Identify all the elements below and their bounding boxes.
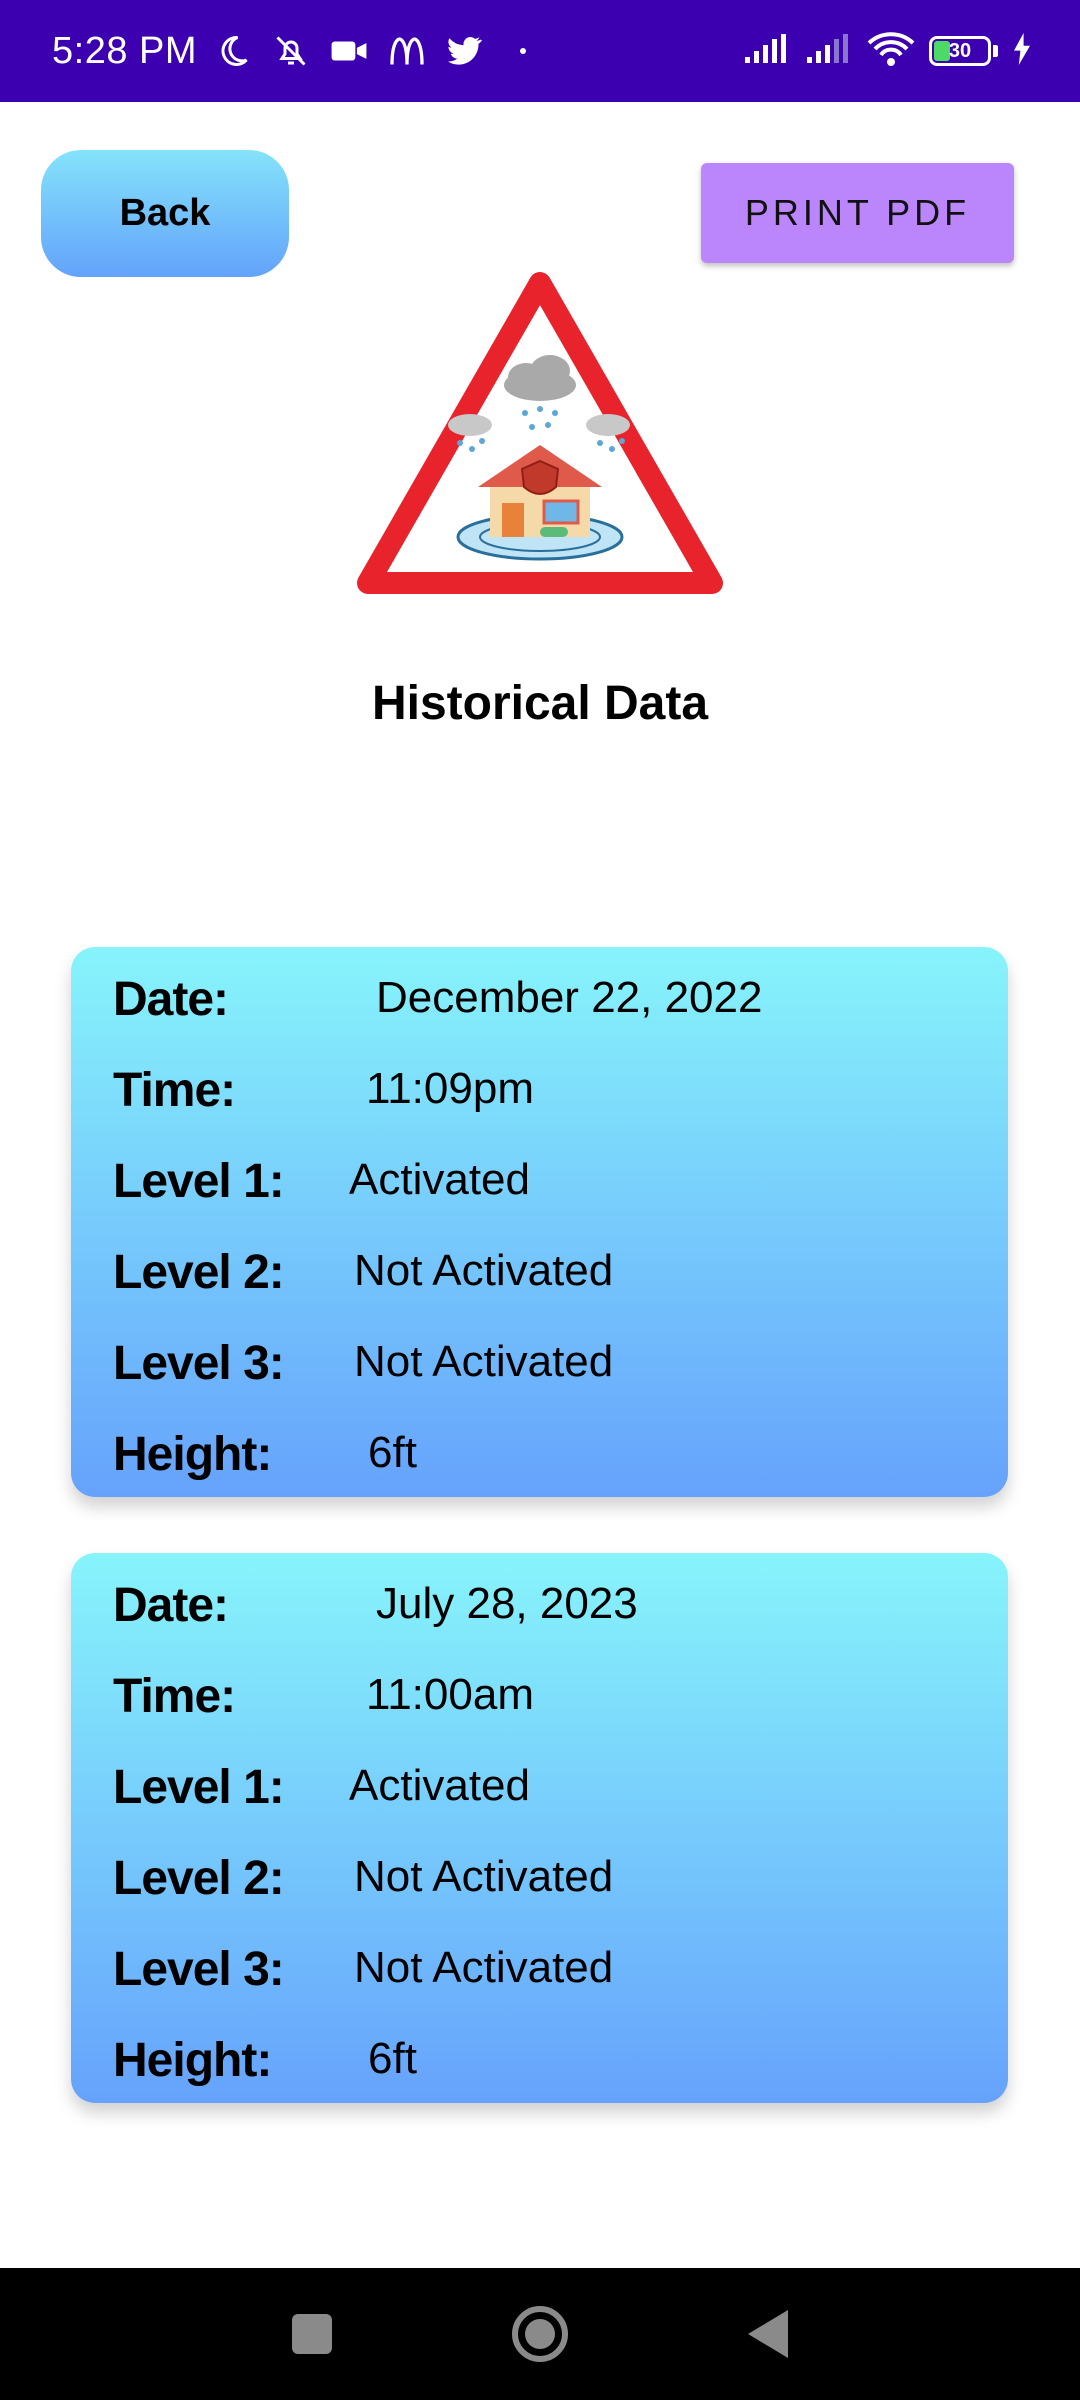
time-value: 11:09pm [366, 1064, 534, 1113]
date-row: Date: [113, 1575, 229, 1635]
level3-label: Level 3: [113, 1942, 285, 1996]
status-right: 30 [743, 31, 1032, 72]
record-card: Date: July 28, 2023 Time: 11:00am Level … [71, 1553, 1008, 2103]
system-nav-bar [0, 2268, 1080, 2400]
date-label: Date: [113, 1578, 229, 1632]
charging-icon [1012, 32, 1032, 70]
mcdonalds-icon [385, 29, 429, 73]
page-title: Historical Data [371, 677, 709, 730]
level1-label: Level 1: [113, 1154, 285, 1208]
height-row: Height: [113, 1424, 272, 1484]
level3-row: Level 3: [113, 1939, 285, 1999]
level3-value: Not Activated [354, 1943, 614, 1992]
dot-icon [501, 29, 545, 73]
level1-value: Activated [349, 1761, 530, 1810]
twitter-icon [443, 29, 487, 73]
status-bar: 5:28 PM 30 [0, 0, 1080, 102]
level3-label: Level 3: [113, 1336, 285, 1390]
status-left: 5:28 PM [52, 29, 545, 73]
height-label: Height: [113, 1427, 272, 1481]
height-row: Height: [113, 2030, 272, 2090]
height-label: Height: [113, 2033, 272, 2087]
home-button[interactable] [512, 2306, 568, 2362]
level2-row: Level 2: [113, 1848, 285, 1908]
print-pdf-button[interactable]: PRINT PDF [701, 163, 1014, 263]
signal-icon [805, 33, 853, 70]
level1-value: Activated [349, 1155, 530, 1204]
wifi-icon [867, 31, 915, 72]
level1-row: Level 1: [113, 1757, 285, 1817]
battery-tip [993, 45, 998, 57]
moon-icon [211, 29, 255, 73]
battery-fill [934, 41, 950, 61]
time-value: 11:00am [366, 1670, 534, 1719]
level1-label: Level 1: [113, 1760, 285, 1814]
date-value: July 28, 2023 [376, 1579, 638, 1628]
level2-value: Not Activated [354, 1246, 614, 1295]
nav-back-button[interactable] [748, 2310, 788, 2358]
level3-value: Not Activated [354, 1337, 614, 1386]
time-label: Time: [113, 1063, 236, 1117]
signal-icon [743, 33, 791, 70]
level2-row: Level 2: [113, 1242, 285, 1302]
level2-label: Level 2: [113, 1245, 285, 1299]
date-value: December 22, 2022 [376, 973, 763, 1022]
height-value: 6ft [368, 1428, 417, 1477]
battery-icon: 30 [929, 36, 998, 66]
status-time: 5:28 PM [52, 29, 198, 72]
time-label: Time: [113, 1669, 236, 1723]
height-value: 6ft [368, 2034, 417, 2083]
level3-row: Level 3: [113, 1333, 285, 1393]
level2-value: Not Activated [354, 1852, 614, 1901]
time-row: Time: [113, 1060, 236, 1120]
flood-warning-icon [350, 265, 730, 595]
time-row: Time: [113, 1666, 236, 1726]
date-row: Date: [113, 969, 229, 1029]
date-label: Date: [113, 972, 229, 1026]
back-button[interactable]: Back [41, 150, 289, 277]
battery-body: 30 [929, 36, 991, 66]
bell-off-icon [269, 29, 313, 73]
recents-button[interactable] [292, 2314, 332, 2354]
home-icon [525, 2319, 555, 2349]
battery-level: 30 [948, 39, 972, 62]
record-card: Date: December 22, 2022 Time: 11:09pm Le… [71, 947, 1008, 1497]
video-icon [327, 29, 371, 73]
level2-label: Level 2: [113, 1851, 285, 1905]
level1-row: Level 1: [113, 1151, 285, 1211]
